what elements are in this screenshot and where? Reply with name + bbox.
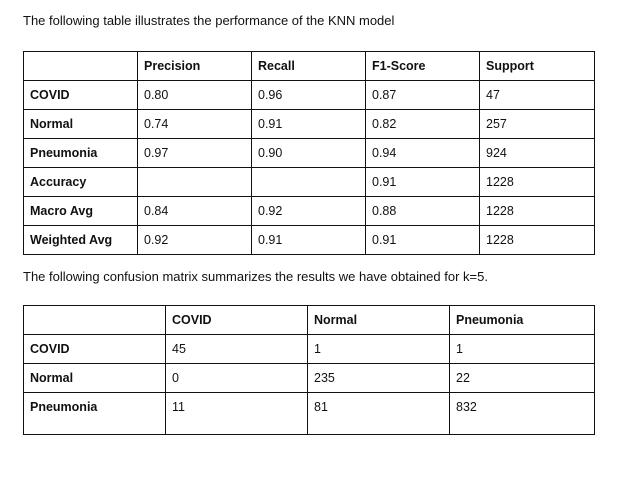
table-row: Weighted Avg 0.92 0.91 0.91 1228 xyxy=(23,225,595,255)
cell-covid: 0 xyxy=(165,363,308,393)
confusion-matrix-table: COVID Normal Pneumonia COVID 45 1 1 Norm… xyxy=(23,305,595,435)
header-cell-covid: COVID xyxy=(165,305,308,335)
header-cell-empty xyxy=(23,305,166,335)
row-label-accuracy: Accuracy xyxy=(23,167,138,197)
cell-precision: 0.92 xyxy=(137,225,252,255)
cell-f1-score: 0.88 xyxy=(365,196,480,226)
header-cell-recall: Recall xyxy=(251,51,366,81)
cell-support: 924 xyxy=(479,138,595,168)
cell-pneumonia: 832 xyxy=(449,392,595,435)
cell-pneumonia: 22 xyxy=(449,363,595,393)
cell-recall: 0.91 xyxy=(251,109,366,139)
row-label-covid: COVID xyxy=(23,334,166,364)
cell-recall xyxy=(251,167,366,197)
table-row: Macro Avg 0.84 0.92 0.88 1228 xyxy=(23,196,595,226)
cell-normal: 1 xyxy=(307,334,450,364)
cell-f1-score: 0.87 xyxy=(365,80,480,110)
row-label-normal: Normal xyxy=(23,109,138,139)
cell-support: 1228 xyxy=(479,167,595,197)
cell-covid: 45 xyxy=(165,334,308,364)
cell-precision xyxy=(137,167,252,197)
table-row: Normal 0.74 0.91 0.82 257 xyxy=(23,109,595,139)
header-cell-normal: Normal xyxy=(307,305,450,335)
cell-covid: 11 xyxy=(165,392,308,435)
performance-table: Precision Recall F1-Score Support COVID … xyxy=(23,51,595,255)
row-label-pneumonia: Pneumonia xyxy=(23,138,138,168)
table-row: Pneumonia 0.97 0.90 0.94 924 xyxy=(23,138,595,168)
cell-precision: 0.84 xyxy=(137,196,252,226)
cell-support: 257 xyxy=(479,109,595,139)
row-label-weighted-avg: Weighted Avg xyxy=(23,225,138,255)
cell-recall: 0.92 xyxy=(251,196,366,226)
header-cell-f1-score: F1-Score xyxy=(365,51,480,81)
table-row: Normal 0 235 22 xyxy=(23,363,595,393)
cell-f1-score: 0.82 xyxy=(365,109,480,139)
cell-normal: 81 xyxy=(307,392,450,435)
performance-header-row: Precision Recall F1-Score Support xyxy=(23,51,595,81)
table-row: COVID 0.80 0.96 0.87 47 xyxy=(23,80,595,110)
row-label-pneumonia: Pneumonia xyxy=(23,392,166,435)
cell-f1-score: 0.94 xyxy=(365,138,480,168)
cell-pneumonia: 1 xyxy=(449,334,595,364)
cell-f1-score: 0.91 xyxy=(365,225,480,255)
table-row: Pneumonia 11 81 832 xyxy=(23,392,595,435)
cell-support: 47 xyxy=(479,80,595,110)
cell-f1-score: 0.91 xyxy=(365,167,480,197)
cell-recall: 0.91 xyxy=(251,225,366,255)
row-label-normal: Normal xyxy=(23,363,166,393)
performance-table-caption: The following table illustrates the perf… xyxy=(23,13,395,28)
cell-recall: 0.96 xyxy=(251,80,366,110)
confusion-matrix-caption: The following confusion matrix summarize… xyxy=(23,269,488,284)
cell-precision: 0.80 xyxy=(137,80,252,110)
row-label-covid: COVID xyxy=(23,80,138,110)
header-cell-pneumonia: Pneumonia xyxy=(449,305,595,335)
cell-precision: 0.74 xyxy=(137,109,252,139)
header-cell-precision: Precision xyxy=(137,51,252,81)
cell-support: 1228 xyxy=(479,196,595,226)
header-cell-empty xyxy=(23,51,138,81)
cell-support: 1228 xyxy=(479,225,595,255)
table-row: COVID 45 1 1 xyxy=(23,334,595,364)
header-cell-support: Support xyxy=(479,51,595,81)
row-label-macro-avg: Macro Avg xyxy=(23,196,138,226)
cell-normal: 235 xyxy=(307,363,450,393)
cell-precision: 0.97 xyxy=(137,138,252,168)
confusion-header-row: COVID Normal Pneumonia xyxy=(23,305,595,335)
cell-recall: 0.90 xyxy=(251,138,366,168)
table-row: Accuracy 0.91 1228 xyxy=(23,167,595,197)
